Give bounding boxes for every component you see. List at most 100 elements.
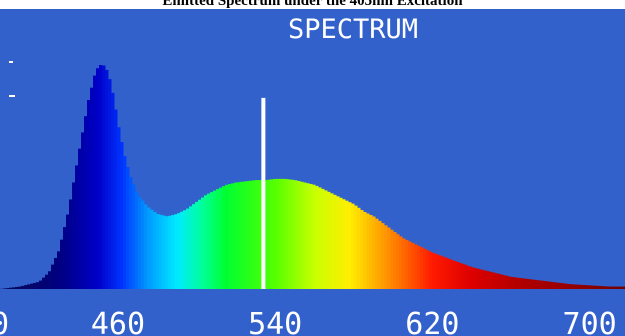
x-tick-label: 700 (563, 307, 617, 336)
spectrum-bar (417, 245, 421, 289)
spectrum-bar (597, 285, 601, 289)
spectrum-bar (225, 184, 229, 289)
spectrum-bar (15, 286, 19, 289)
spectrum-bar (228, 184, 232, 289)
spectrum-bar (201, 197, 205, 289)
spectrum-bar (510, 276, 514, 289)
spectrum-bar (468, 266, 472, 289)
spectrum-bar (240, 181, 244, 289)
spectrum-bar (408, 241, 412, 289)
spectrum-bar (420, 247, 424, 289)
spectrum-bar (246, 181, 250, 289)
spectrum-bar (243, 181, 247, 289)
spectrum-bar (135, 191, 139, 289)
spectrum-bar (9, 287, 13, 289)
spectrum-bar (69, 199, 73, 289)
spectrum-bar (324, 190, 328, 289)
spectrum-bar (204, 195, 208, 289)
spectrum-bar (372, 216, 376, 289)
spectrum-bar (96, 68, 100, 289)
spectrum-bar (45, 274, 49, 289)
spectrum-bar (57, 251, 61, 289)
spectrum-bar (111, 92, 115, 289)
spectrum-bar (423, 248, 427, 289)
spectrum-bar (438, 255, 442, 289)
spectrum-bar (54, 257, 58, 289)
spectrum-bar (126, 167, 130, 289)
spectrum-bar (348, 202, 352, 289)
spectrum-bar (531, 279, 535, 289)
spectrum-bar (516, 277, 520, 289)
spectrum-bar (312, 184, 316, 289)
spectrum-bar (273, 178, 277, 289)
spectrum-bar (507, 276, 511, 289)
spectrum-bar (48, 271, 52, 289)
spectrum-bar (171, 215, 175, 289)
x-tick-label: 460 (91, 307, 145, 336)
spectrum-bar (396, 234, 400, 289)
spectrum-bar (162, 215, 166, 289)
spectrum-bar (198, 199, 202, 289)
spectrum-bar (426, 250, 430, 289)
spectrum-bar (156, 214, 160, 289)
spectrum-bar (399, 236, 403, 289)
spectrum-bar (483, 270, 487, 289)
x-tick-label: 540 (248, 307, 302, 336)
spectrum-bar (339, 197, 343, 289)
spectrum-bar (552, 282, 556, 289)
spectrum-bar (558, 282, 562, 289)
spectrum-bar (450, 259, 454, 289)
spectrum-bar (84, 116, 88, 289)
spectrum-bar (180, 211, 184, 289)
spectrum-bar (354, 205, 358, 289)
spectrum-bar (612, 286, 616, 289)
spectrum-bar (618, 286, 622, 289)
spectrum-bar (486, 271, 490, 289)
spectrum-bar (588, 285, 592, 289)
spectrum-bar (33, 282, 37, 289)
spectrum-bar (369, 214, 373, 289)
spectrum-bar (621, 286, 625, 289)
spectrum-bar (60, 239, 64, 289)
spectrum-bar (114, 109, 118, 289)
spectrum-bar (384, 225, 388, 289)
spectrum-bar (297, 181, 301, 289)
spectrum-bar (381, 223, 385, 289)
spectrum-bar (447, 258, 451, 289)
spectrum-bar (207, 193, 211, 289)
spectrum-bar (546, 281, 550, 289)
spectrum-bar (105, 69, 109, 289)
spectrum-bar (444, 257, 448, 289)
spectrum-bar (519, 278, 523, 289)
spectrum-bar (288, 179, 292, 289)
spectrum-bar (609, 286, 613, 289)
spectrum-bar (108, 79, 112, 289)
spectrum-bar (159, 214, 163, 289)
spectrum-bar (27, 284, 31, 289)
spectrum-bar (291, 179, 295, 289)
spectrum-bar (150, 209, 154, 289)
spectrum-bar (132, 184, 136, 289)
spectrum-bar (231, 183, 235, 289)
spectrum-bar (276, 178, 280, 289)
spectrum-bar (525, 278, 529, 289)
spectrum-bar (432, 253, 436, 289)
spectrum-bar (63, 227, 67, 289)
spectrum-bar (351, 203, 355, 289)
spectrum-bar (540, 280, 544, 289)
spectrum-bar (123, 155, 127, 289)
spectrum-bar (165, 216, 169, 289)
spectrum-bar (498, 274, 502, 289)
spectrum-bar (534, 279, 538, 289)
spectrum-bar (168, 215, 172, 289)
spectrum-bar (219, 187, 223, 289)
spectrum-bar (222, 186, 226, 289)
chart-title: SPECTRUM (288, 14, 418, 45)
spectrum-bar (153, 211, 157, 289)
spectrum-bar (504, 275, 508, 289)
spectrum-bar (411, 242, 415, 289)
spectrum-bar (264, 180, 268, 289)
spectrum-bar (573, 284, 577, 289)
spectrum-bar (477, 268, 481, 289)
spectrum-bar (186, 208, 190, 289)
